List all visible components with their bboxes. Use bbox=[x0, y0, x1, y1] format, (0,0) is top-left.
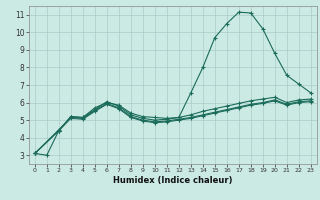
X-axis label: Humidex (Indice chaleur): Humidex (Indice chaleur) bbox=[113, 176, 233, 185]
